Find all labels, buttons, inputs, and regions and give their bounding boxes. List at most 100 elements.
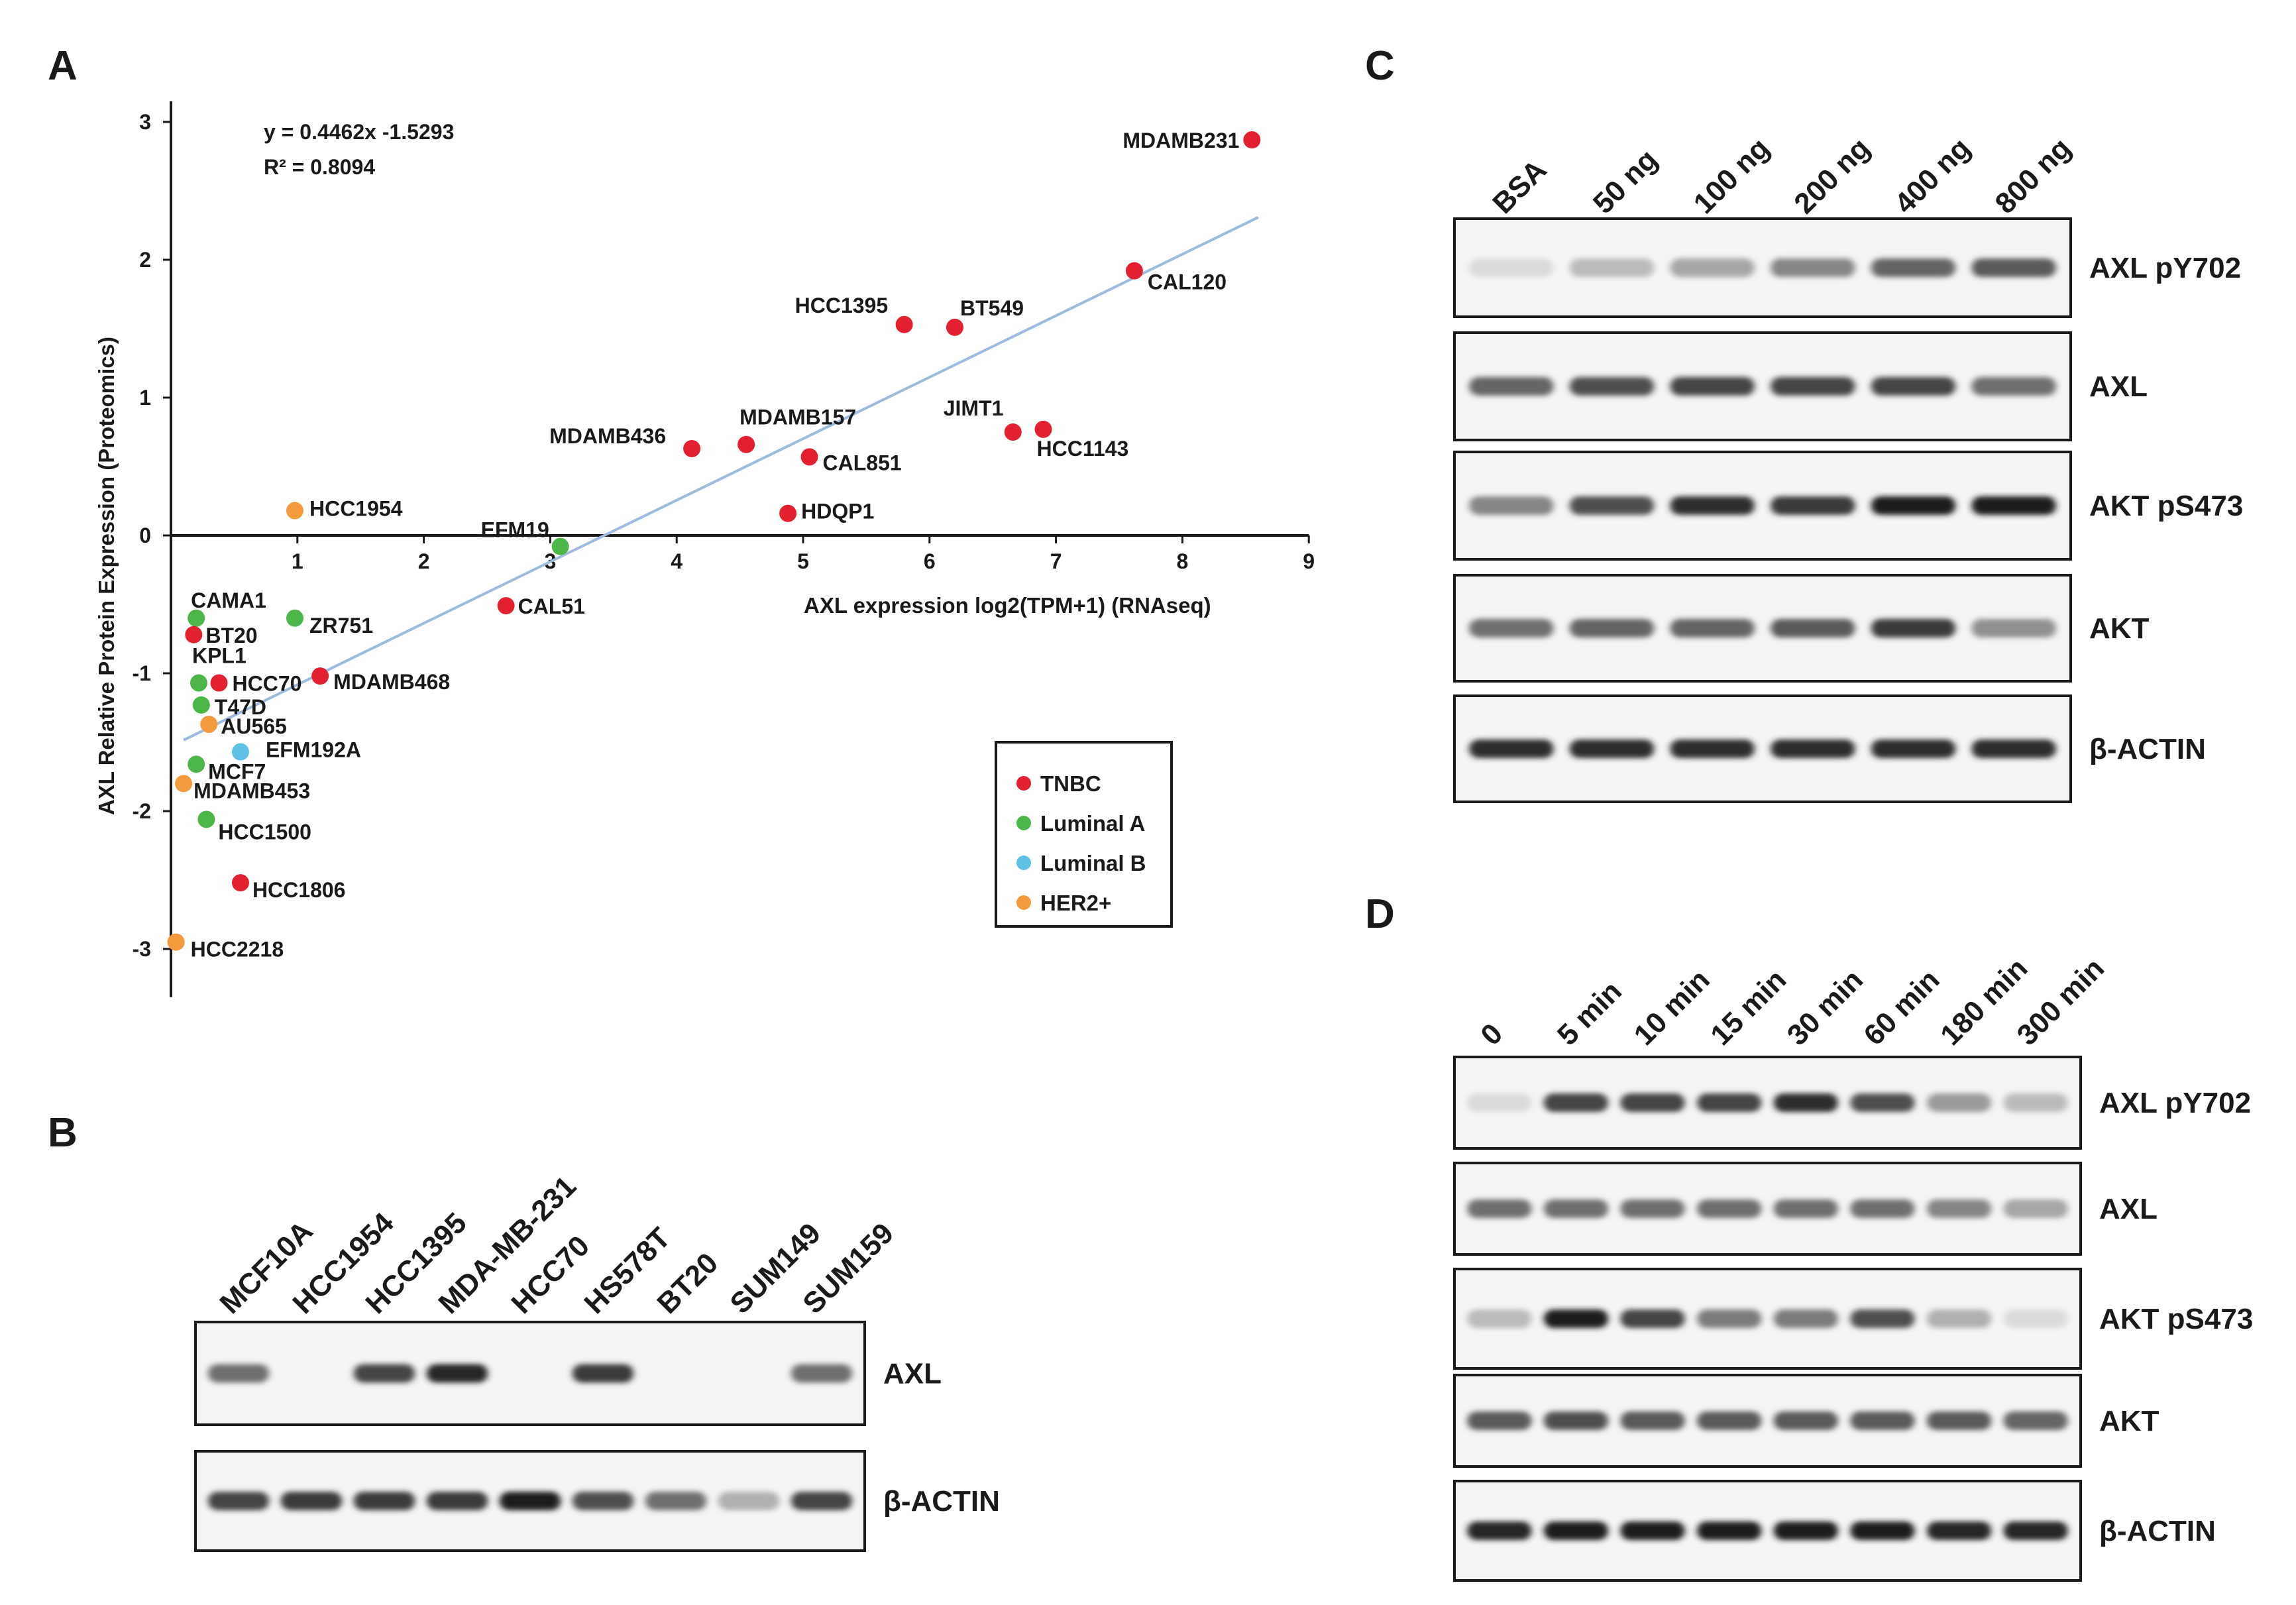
point-label: MDAMB468 bbox=[333, 670, 450, 694]
blot-band bbox=[1850, 1411, 1915, 1430]
blot-band bbox=[1971, 258, 2056, 277]
blot-band bbox=[791, 1492, 853, 1510]
blot-band bbox=[1569, 740, 1655, 758]
point-label: MCF7 bbox=[208, 759, 266, 783]
data-point bbox=[286, 502, 303, 520]
blot-band bbox=[1469, 258, 1554, 277]
blot-band bbox=[572, 1492, 634, 1510]
legend-marker bbox=[1016, 776, 1031, 791]
data-point bbox=[1034, 420, 1052, 438]
data-point bbox=[175, 775, 193, 793]
legend-marker bbox=[1016, 816, 1031, 830]
data-point bbox=[551, 537, 569, 555]
data-point bbox=[738, 435, 755, 453]
blot-band bbox=[1771, 496, 1855, 515]
blot-row-label: AXL bbox=[883, 1358, 942, 1390]
blot-band bbox=[1670, 377, 1755, 396]
blot-band bbox=[1697, 1309, 1762, 1328]
blot-band bbox=[1771, 619, 1855, 637]
blot-band bbox=[426, 1364, 488, 1383]
blot-band bbox=[1771, 740, 1855, 758]
r-squared: R² = 0.8094 bbox=[264, 155, 375, 179]
scatter-points bbox=[167, 131, 1261, 951]
y-tick-label: -3 bbox=[133, 937, 151, 961]
western-blot-c: BSA 50 ng 100 ng 200 ng 400 ng 800 ng AXL pY70… bbox=[1453, 132, 2243, 803]
data-point bbox=[1243, 131, 1261, 149]
blot-band bbox=[1543, 1093, 1608, 1112]
blot-band bbox=[1971, 496, 2056, 515]
data-point bbox=[210, 674, 228, 692]
blot-band bbox=[353, 1364, 415, 1383]
blot-band bbox=[1670, 619, 1755, 637]
blot-band bbox=[1569, 619, 1655, 637]
point-label: BT549 bbox=[960, 296, 1024, 320]
blot-row-label: β-ACTIN bbox=[2099, 1515, 2216, 1547]
legend-label: Luminal A bbox=[1040, 811, 1145, 836]
point-label: KPL1 bbox=[192, 644, 246, 668]
point-label: CAL851 bbox=[823, 451, 902, 474]
point-label: AU565 bbox=[221, 714, 287, 738]
blot-band bbox=[207, 1364, 270, 1383]
data-point bbox=[231, 743, 249, 761]
blot-row-label: β-ACTIN bbox=[2089, 733, 2206, 765]
point-label: CAL51 bbox=[518, 594, 585, 618]
blot-band bbox=[1569, 258, 1655, 277]
point-label: MDAMB157 bbox=[739, 406, 856, 429]
blot-band bbox=[1569, 496, 1655, 515]
western-blot-b: MCF10AHCC1954HCC1395MDA-MB-231HCC70HS578… bbox=[194, 1170, 1000, 1552]
blot-band bbox=[1467, 1093, 1532, 1112]
lane-label: 15 min bbox=[1704, 964, 1792, 1052]
legend-box bbox=[995, 741, 1173, 928]
panel-letter-b: B bbox=[48, 1110, 78, 1156]
blot-band bbox=[1773, 1309, 1838, 1328]
blot-band bbox=[1469, 496, 1554, 515]
blot-band bbox=[1773, 1411, 1838, 1430]
point-label: ZR751 bbox=[309, 614, 373, 637]
point-label: MDAMB231 bbox=[1122, 129, 1239, 152]
panel-letter-a: A bbox=[48, 43, 78, 89]
y-tick-label: 0 bbox=[139, 524, 151, 547]
point-label: JIMT1 bbox=[944, 396, 1004, 420]
data-point bbox=[188, 609, 205, 627]
x-tick-label: 1 bbox=[292, 549, 303, 573]
x-tick-label: 9 bbox=[1303, 549, 1315, 573]
point-label: HCC1954 bbox=[309, 497, 403, 521]
data-point bbox=[683, 439, 701, 457]
point-label: HCC1143 bbox=[1037, 437, 1129, 461]
blot-row-label: AKT bbox=[2089, 612, 2150, 645]
blot-band bbox=[2003, 1411, 2068, 1430]
blot-band bbox=[2003, 1309, 2068, 1328]
blot-band bbox=[1850, 1199, 1915, 1218]
blot-band bbox=[1620, 1093, 1685, 1112]
blot-row-label: AKT pS473 bbox=[2089, 490, 2243, 522]
blot-band bbox=[1771, 258, 1855, 277]
blot-band bbox=[2003, 1093, 2068, 1112]
data-point bbox=[800, 448, 818, 466]
point-label: MDAMB436 bbox=[549, 424, 666, 448]
blot-band bbox=[1670, 740, 1755, 758]
blot-band bbox=[1569, 377, 1655, 396]
lane-label: 200 ng bbox=[1788, 132, 1876, 220]
point-label: CAMA1 bbox=[191, 588, 266, 612]
blot-strip bbox=[194, 1321, 866, 1426]
blot-strip bbox=[1453, 217, 2072, 318]
blot-band bbox=[207, 1492, 270, 1510]
blot-strip bbox=[1453, 331, 2072, 441]
point-label: HCC70 bbox=[233, 672, 302, 696]
data-point bbox=[167, 933, 185, 951]
blot-band bbox=[1620, 1411, 1685, 1430]
blot-row-label: AXL pY702 bbox=[2089, 252, 2241, 284]
blot-band bbox=[1773, 1093, 1838, 1112]
blot-band bbox=[1670, 496, 1755, 515]
blot-strip bbox=[1453, 694, 2072, 803]
blot-band bbox=[1620, 1522, 1685, 1540]
blot-row-label: β-ACTIN bbox=[883, 1485, 1000, 1518]
blot-strip bbox=[1453, 574, 2072, 683]
data-point bbox=[1125, 262, 1143, 280]
legend-marker bbox=[1016, 895, 1031, 910]
x-tick-label: 6 bbox=[924, 549, 936, 573]
data-point bbox=[231, 874, 249, 892]
lane-label: 60 min bbox=[1857, 964, 1945, 1052]
blot-band bbox=[1927, 1522, 1992, 1540]
